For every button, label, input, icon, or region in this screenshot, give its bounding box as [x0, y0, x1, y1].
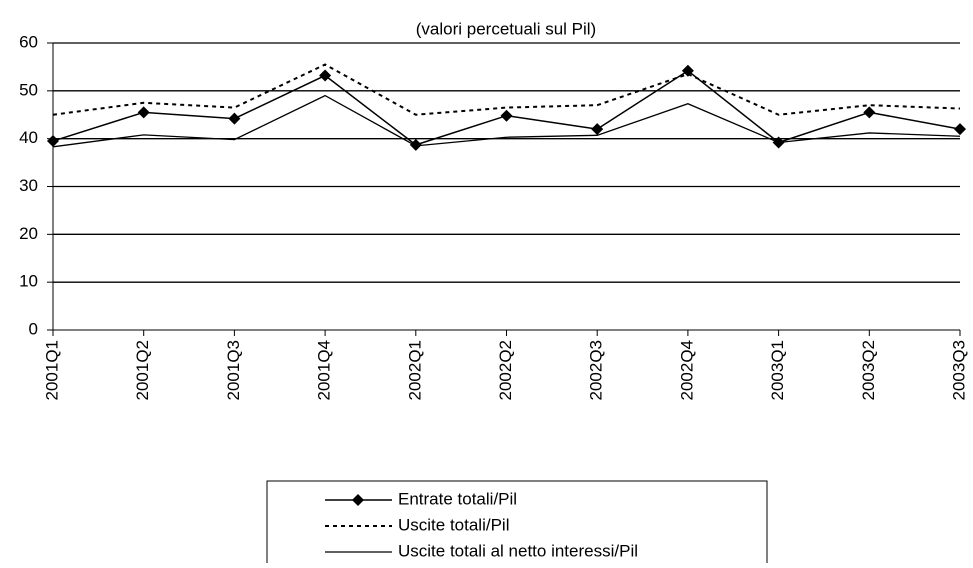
- y-tick-label: 60: [19, 32, 38, 51]
- x-tick-label: 2003Q2: [859, 340, 878, 401]
- point-marker: [954, 123, 966, 136]
- y-tick-label: 30: [19, 176, 38, 195]
- point-marker: [591, 123, 604, 136]
- legend-marker: [352, 494, 364, 506]
- x-tick-label: 2001Q1: [42, 340, 61, 401]
- x-tick-label: 2003Q1: [768, 340, 787, 401]
- y-tick-label: 50: [19, 80, 38, 99]
- series-line: [52, 63, 961, 116]
- x-tick-label: 2003Q3: [949, 340, 968, 401]
- point-marker: [863, 106, 876, 119]
- legend-label: Uscite totali/Pil: [398, 515, 509, 534]
- point-marker: [47, 135, 59, 148]
- point-marker: [681, 64, 694, 77]
- x-tick-label: 2002Q4: [677, 340, 696, 401]
- y-tick-label: 40: [19, 128, 38, 147]
- x-tick-label: 2002Q2: [496, 340, 515, 401]
- y-tick-label: 20: [19, 224, 38, 243]
- x-tick-label: 2001Q4: [315, 340, 334, 401]
- x-tick-label: 2001Q2: [133, 340, 152, 401]
- legend-label: Entrate totali/Pil: [398, 489, 517, 508]
- legend-box: [266, 480, 768, 568]
- x-tick-label: 2002Q3: [587, 340, 606, 401]
- y-tick-label: 0: [29, 319, 38, 338]
- legend-label: Uscite totali al netto interessi/Pil: [398, 541, 638, 560]
- point-marker: [500, 109, 513, 122]
- y-tick-label: 10: [19, 272, 38, 291]
- chart-subtitle: (valori percetuali sul Pil): [416, 19, 596, 38]
- x-tick-label: 2002Q1: [405, 340, 424, 401]
- point-marker: [228, 112, 241, 125]
- series-line: [52, 94, 961, 148]
- series-line: [52, 69, 961, 146]
- x-tick-label: 2001Q3: [224, 340, 243, 401]
- point-marker: [409, 138, 422, 151]
- point-marker: [319, 69, 332, 82]
- point-marker: [137, 106, 150, 119]
